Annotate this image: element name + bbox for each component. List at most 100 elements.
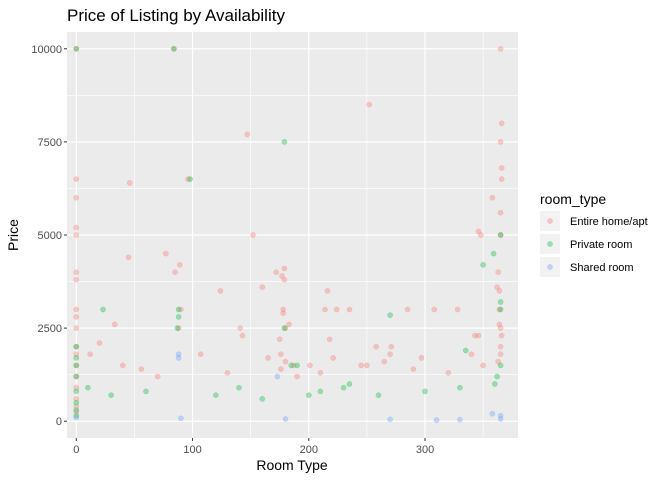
data-point	[175, 325, 182, 331]
data-point	[307, 362, 313, 369]
data-point	[387, 312, 393, 318]
data-point	[259, 396, 266, 402]
legend-marker	[547, 264, 553, 270]
data-point	[498, 165, 505, 171]
y-tick-label: 2500	[38, 323, 62, 335]
legend-label: Private room	[570, 239, 632, 251]
data-point	[431, 306, 438, 313]
y-tick-label: 0	[56, 416, 62, 428]
data-point	[495, 269, 502, 276]
data-point	[73, 45, 80, 52]
data-point	[172, 269, 178, 276]
data-point	[294, 362, 300, 369]
data-point	[273, 269, 280, 276]
data-point	[187, 176, 194, 182]
data-point	[468, 351, 475, 358]
data-point	[265, 355, 271, 361]
data-point	[489, 410, 496, 417]
data-point	[340, 384, 347, 391]
x-axis-label: Room Type	[256, 457, 328, 473]
data-point	[73, 373, 80, 380]
data-point	[87, 351, 94, 358]
data-point	[73, 362, 80, 369]
data-point	[73, 45, 80, 52]
data-point	[119, 362, 126, 369]
data-point	[154, 373, 161, 380]
data-point	[224, 369, 231, 376]
data-point	[125, 254, 132, 261]
data-point	[138, 366, 145, 372]
data-point	[162, 250, 169, 257]
data-point	[410, 366, 417, 372]
data-point	[175, 314, 182, 320]
data-point	[175, 351, 182, 358]
legend-items: Entire home/apt Private room Shared room	[540, 211, 648, 277]
data-point	[496, 306, 503, 313]
data-point	[497, 343, 504, 350]
data-point	[278, 351, 284, 358]
data-point	[373, 343, 380, 350]
data-point	[280, 306, 287, 313]
data-point	[276, 336, 283, 343]
data-point	[477, 232, 484, 238]
data-point	[496, 321, 503, 328]
data-point	[495, 358, 502, 365]
data-point	[457, 416, 463, 423]
data-point	[281, 265, 288, 272]
data-point	[73, 396, 80, 402]
data-point	[489, 194, 496, 201]
data-point	[73, 373, 80, 380]
data-point	[457, 384, 463, 391]
data-point	[317, 369, 324, 376]
data-point	[239, 332, 246, 339]
data-point	[498, 120, 505, 127]
x-tick-label: 100	[183, 444, 201, 456]
data-point	[108, 392, 115, 399]
data-point	[497, 325, 504, 331]
data-point	[73, 407, 80, 413]
data-point	[178, 415, 184, 422]
data-point	[73, 232, 80, 238]
data-point	[282, 416, 289, 422]
data-point	[73, 325, 80, 331]
data-point	[278, 366, 284, 372]
data-point	[73, 414, 80, 421]
data-point	[494, 284, 500, 290]
legend-title: room_type	[540, 191, 606, 207]
data-point	[324, 288, 331, 294]
data-point	[279, 273, 285, 279]
data-point	[73, 351, 80, 358]
data-point	[358, 362, 364, 369]
data-point	[212, 392, 219, 399]
data-point	[178, 306, 184, 313]
x-tick-label: 200	[300, 444, 318, 456]
data-point	[475, 332, 482, 339]
data-point	[274, 373, 281, 380]
data-points	[73, 45, 505, 423]
data-point	[281, 276, 288, 283]
data-point	[497, 232, 504, 238]
data-point	[497, 351, 504, 358]
data-point	[73, 384, 80, 391]
y-tick-label: 10000	[31, 44, 62, 56]
data-point	[375, 392, 382, 399]
legend-label: Shared room	[570, 262, 634, 274]
data-point	[250, 232, 256, 238]
data-point	[387, 416, 393, 423]
data-point	[197, 351, 204, 358]
data-point	[73, 269, 80, 276]
data-point	[288, 362, 295, 369]
data-point	[381, 358, 388, 365]
data-point	[259, 284, 266, 290]
data-point	[364, 362, 370, 369]
data-point	[73, 355, 80, 361]
y-tick-label: 5000	[38, 230, 62, 242]
data-point	[237, 325, 244, 331]
data-point	[418, 355, 425, 361]
y-axis-ticks: 0 2500 5000 7500 10000	[31, 44, 67, 428]
data-point	[445, 369, 452, 376]
data-point	[497, 232, 504, 238]
data-point	[366, 101, 373, 108]
data-point	[472, 332, 478, 339]
